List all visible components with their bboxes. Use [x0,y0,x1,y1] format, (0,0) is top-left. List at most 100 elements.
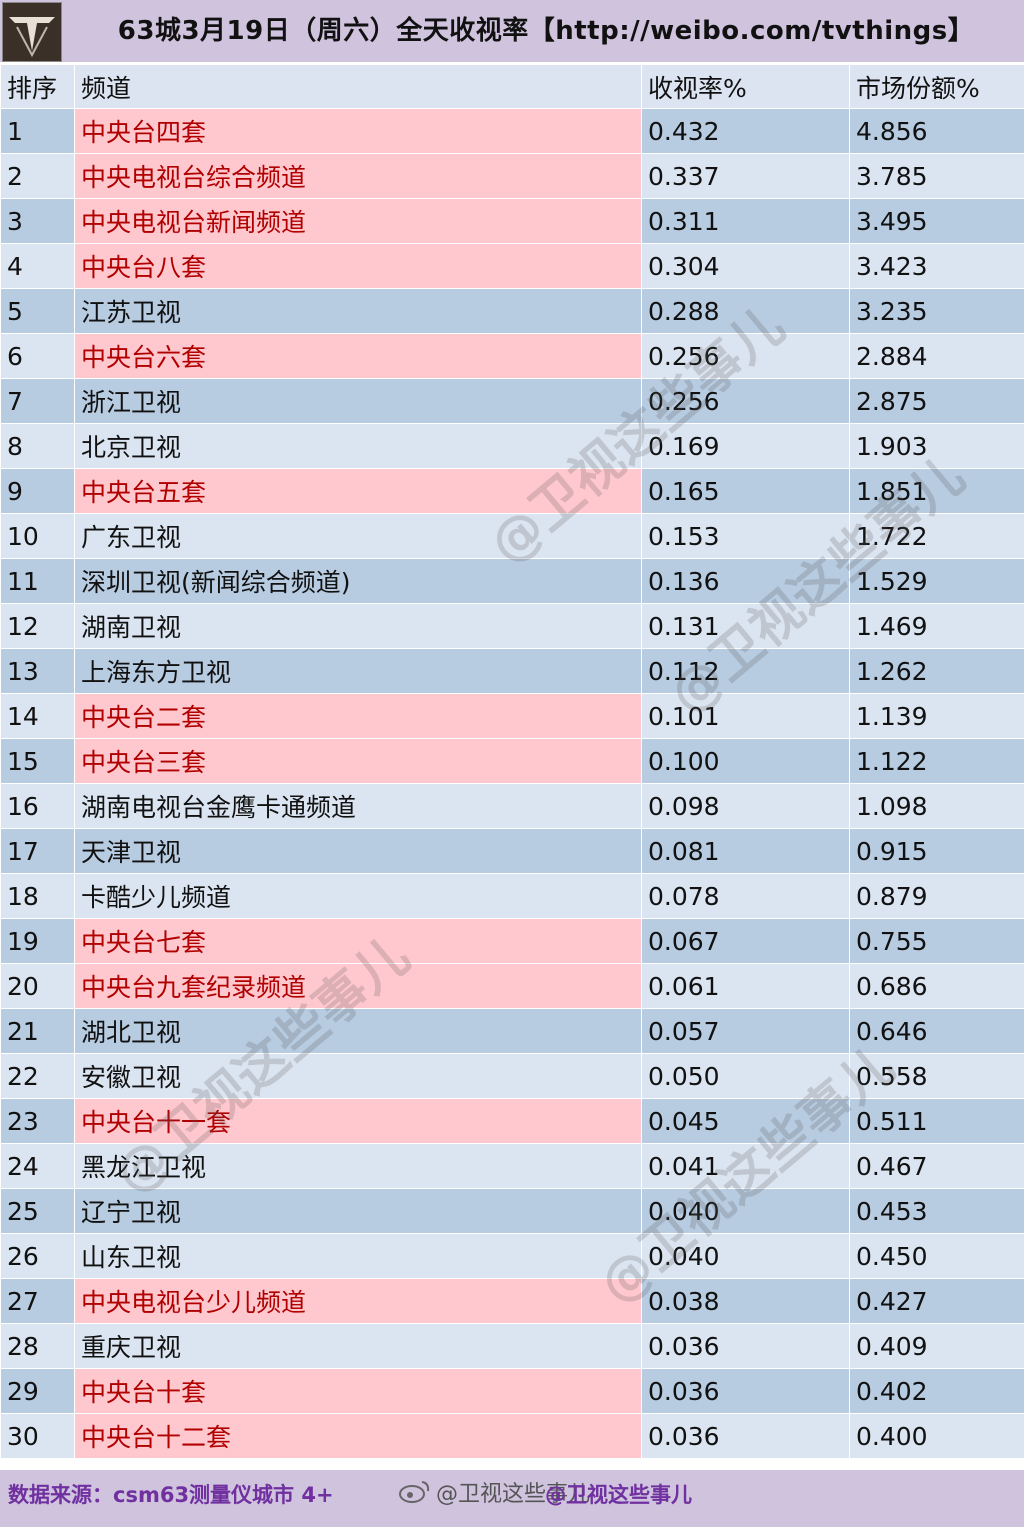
channel-cell: 中央台三套 [74,738,642,784]
rating-cell: 0.045 [641,1098,850,1144]
rating-cell: 0.036 [641,1323,850,1369]
channel-cell: 中央台十套 [74,1368,642,1414]
rank-cell: 5 [0,288,75,334]
share-cell: 0.400 [849,1413,1024,1459]
share-cell: 3.423 [849,243,1024,289]
table-row: 19 中央台七套 0.067 0.755 [0,918,1024,964]
share-cell: 0.879 [849,873,1024,919]
table-row: 1 中央台四套 0.432 4.856 [0,108,1024,154]
table-row: 20 中央台九套纪录频道 0.061 0.686 [0,963,1024,1009]
table-row: 4 中央台八套 0.304 3.423 [0,243,1024,289]
ratings-table: 排序 频道 收视率% 市场份额% 1 中央台四套 0.432 4.856 2 中央电视台综… [0,64,1024,1459]
share-cell: 2.884 [849,333,1024,379]
rank-cell: 12 [0,603,75,649]
table-row: 26 山东卫视 0.040 0.450 [0,1233,1024,1279]
rank-cell: 26 [0,1233,75,1279]
rating-cell: 0.256 [641,333,850,379]
table-row: 3 中央电视台新闻频道 0.311 3.495 [0,198,1024,244]
channel-cell: 中央电视台综合频道 [74,153,642,199]
channel-cell: 中央台二套 [74,693,642,739]
rank-cell: 20 [0,963,75,1009]
column-header-channel: 频道 [74,64,642,109]
rating-cell: 0.432 [641,108,850,154]
share-cell: 3.235 [849,288,1024,334]
share-cell: 0.467 [849,1143,1024,1189]
share-cell: 2.875 [849,378,1024,424]
channel-cell: 湖南卫视 [74,603,642,649]
table-row: 17 天津卫视 0.081 0.915 [0,828,1024,874]
rating-cell: 0.061 [641,963,850,1009]
rating-cell: 0.169 [641,423,850,469]
table-row: 7 浙江卫视 0.256 2.875 [0,378,1024,424]
rating-cell: 0.311 [641,198,850,244]
share-cell: 0.427 [849,1278,1024,1324]
share-cell: 0.453 [849,1188,1024,1234]
table-row: 8 北京卫视 0.169 1.903 [0,423,1024,469]
table-row: 2 中央电视台综合频道 0.337 3.785 [0,153,1024,199]
rank-cell: 24 [0,1143,75,1189]
rank-cell: 6 [0,333,75,379]
rank-cell: 1 [0,108,75,154]
channel-cell: 黑龙江卫视 [74,1143,642,1189]
rank-cell: 15 [0,738,75,784]
channel-cell: 辽宁卫视 [74,1188,642,1234]
rating-cell: 0.288 [641,288,850,334]
share-cell: 0.409 [849,1323,1024,1369]
share-cell: 3.495 [849,198,1024,244]
rating-cell: 0.078 [641,873,850,919]
share-cell: 1.139 [849,693,1024,739]
rank-cell: 17 [0,828,75,874]
rating-cell: 0.040 [641,1188,850,1234]
rank-cell: 28 [0,1323,75,1369]
table-row: 25 辽宁卫视 0.040 0.453 [0,1188,1024,1234]
rating-cell: 0.036 [641,1368,850,1414]
share-cell: 1.529 [849,558,1024,604]
share-cell: 1.122 [849,738,1024,784]
share-cell: 0.646 [849,1008,1024,1054]
share-cell: 0.915 [849,828,1024,874]
share-cell: 0.686 [849,963,1024,1009]
table-row: 30 中央台十二套 0.036 0.400 [0,1413,1024,1459]
rating-cell: 0.050 [641,1053,850,1099]
channel-cell: 卡酷少儿频道 [74,873,642,919]
channel-cell: 中央台十一套 [74,1098,642,1144]
rating-cell: 0.057 [641,1008,850,1054]
rank-cell: 18 [0,873,75,919]
channel-cell: 中央台四套 [74,108,642,154]
rating-cell: 0.040 [641,1233,850,1279]
rank-cell: 27 [0,1278,75,1324]
weibo-watermark: @卫视这些事儿 [398,1480,590,1510]
table-row: 29 中央台十套 0.036 0.402 [0,1368,1024,1414]
rank-cell: 19 [0,918,75,964]
channel-cell: 北京卫视 [74,423,642,469]
rank-cell: 2 [0,153,75,199]
table-row: 15 中央台三套 0.100 1.122 [0,738,1024,784]
channel-cell: 中央电视台新闻频道 [74,198,642,244]
table-row: 22 安徽卫视 0.050 0.558 [0,1053,1024,1099]
table-header-row: 排序 频道 收视率% 市场份额% [0,64,1024,109]
channel-cell: 湖北卫视 [74,1008,642,1054]
channel-cell: 安徽卫视 [74,1053,642,1099]
share-cell: 1.722 [849,513,1024,559]
share-cell: 0.558 [849,1053,1024,1099]
table-row: 9 中央台五套 0.165 1.851 [0,468,1024,514]
table-row: 23 中央台十一套 0.045 0.511 [0,1098,1024,1144]
weibo-handle: @卫视这些事儿 [436,1482,591,1507]
channel-cell: 山东卫视 [74,1233,642,1279]
channel-cell: 中央台五套 [74,468,642,514]
rating-cell: 0.100 [641,738,850,784]
rating-cell: 0.304 [641,243,850,289]
rank-cell: 21 [0,1008,75,1054]
table-row: 5 江苏卫视 0.288 3.235 [0,288,1024,334]
channel-cell: 中央台七套 [74,918,642,964]
channel-cell: 中央台十二套 [74,1413,642,1459]
channel-cell: 广东卫视 [74,513,642,559]
share-cell: 0.755 [849,918,1024,964]
table-row: 6 中央台六套 0.256 2.884 [0,333,1024,379]
rating-cell: 0.081 [641,828,850,874]
channel-cell: 江苏卫视 [74,288,642,334]
rating-cell: 0.131 [641,603,850,649]
rating-cell: 0.112 [641,648,850,694]
rank-cell: 25 [0,1188,75,1234]
column-header-rating: 收视率% [641,64,850,109]
